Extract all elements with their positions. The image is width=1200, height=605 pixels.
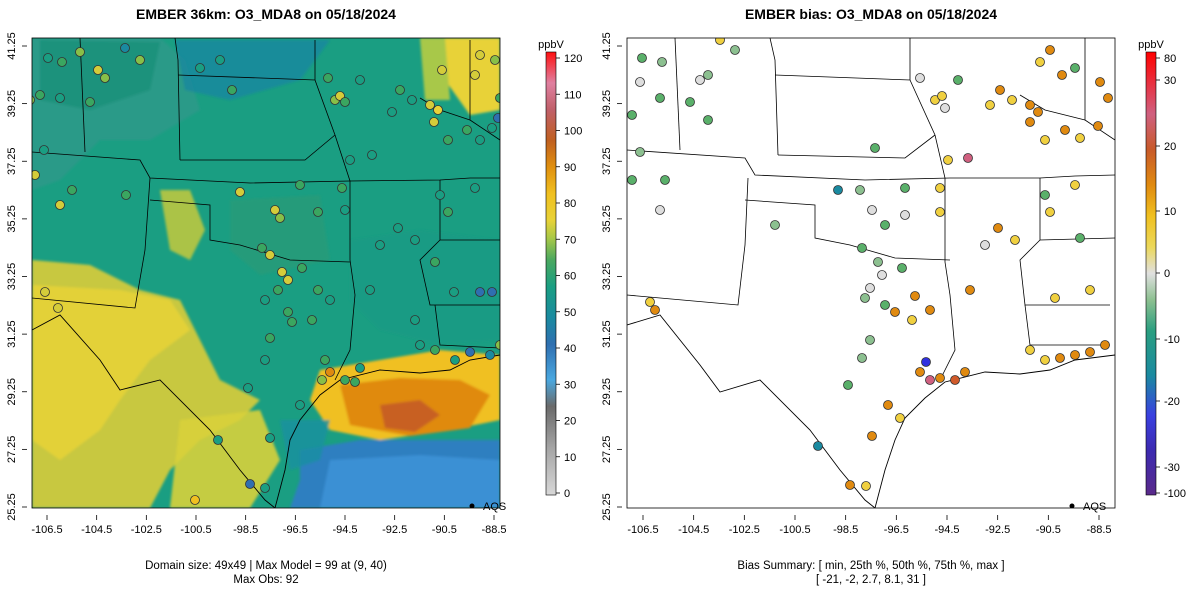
right-y-tick-label: 29.25 xyxy=(601,378,613,406)
left-x-tick-label: -94.5 xyxy=(332,524,357,536)
left-x-tick-label: -92.5 xyxy=(382,524,407,536)
left-footer-line1: Domain size: 49x49 | Max Model = 99 at (… xyxy=(145,560,387,572)
left-colorbar-tick-label: 100 xyxy=(564,126,582,138)
right-colorbar-tick-label: 30 xyxy=(1164,75,1176,87)
right-y-tick-label: 39.25 xyxy=(601,90,613,118)
right-colorbar-tick-label: -30 xyxy=(1164,462,1180,474)
left-colorbar-tick-label: 90 xyxy=(564,162,576,174)
left-colorbar-tick-label: 80 xyxy=(564,198,576,210)
left-colorbar-tick-label: 120 xyxy=(564,53,582,65)
left-aqs-legend-label: AQS xyxy=(483,501,506,513)
right-aqs-legend-marker xyxy=(1069,503,1075,508)
right-colorbar-tick-label: -100 xyxy=(1164,488,1186,500)
right-footer-line2: [ -21, -2, 2.7, 8.1, 31 ] xyxy=(816,574,926,586)
left-x-tick-label: -98.5 xyxy=(233,524,258,536)
right-aqs-legend-label: AQS xyxy=(1083,501,1106,513)
right-footer-line1: Bias Summary: [ min, 25th %, 50th %, 75t… xyxy=(737,560,1004,572)
left-y-tick-label: 39.25 xyxy=(6,90,18,118)
right-colorbar-tick-label: 0 xyxy=(1164,268,1170,280)
left-colorbar-tick-label: 30 xyxy=(564,379,576,391)
right-y-tick-label: 37.25 xyxy=(601,147,613,175)
right-y-tick-label: 35.25 xyxy=(601,205,613,233)
right-colorbar-tick-label: 10 xyxy=(1164,206,1176,218)
left-x-tick-label: -106.5 xyxy=(31,524,62,536)
left-x-tick-label: -90.5 xyxy=(432,524,457,536)
left-colorbar-tick-label: 110 xyxy=(564,89,582,101)
left-colorbar-unit: ppbV xyxy=(538,39,564,51)
right-title: EMBER bias: O3_MDA8 on 05/18/2024 xyxy=(745,6,997,22)
left-colorbar-tick-label: 70 xyxy=(564,234,576,246)
left-x-tick-label: -102.5 xyxy=(131,524,162,536)
right-x-tick-label: -106.5 xyxy=(627,524,658,536)
left-colorbar xyxy=(545,51,557,496)
right-x-tick-label: -96.5 xyxy=(884,524,909,536)
left-y-tick-label: 33.25 xyxy=(6,263,18,291)
left-x-tick-label: -100.5 xyxy=(180,524,211,536)
left-colorbar-tick-label: 10 xyxy=(564,452,576,464)
right-y-tick-label: 41.25 xyxy=(601,32,613,60)
left-y-tick-label: 31.25 xyxy=(6,320,18,348)
left-x-tick-label: -104.5 xyxy=(81,524,112,536)
right-x-tick-label: -94.5 xyxy=(934,524,959,536)
right-colorbar xyxy=(1145,51,1157,496)
left-x-tick-label: -96.5 xyxy=(283,524,308,536)
left-colorbar-tick-label: 40 xyxy=(564,343,576,355)
right-colorbar-unit: ppbV xyxy=(1138,39,1164,51)
left-colorbar-tick-label: 0 xyxy=(564,488,570,500)
right-x-axis: -106.5 -104.5 -102.5 -100.5 -98.5 -96.5 -94.5 -… xyxy=(627,515,1112,536)
left-aqs-legend-marker xyxy=(469,503,475,508)
left-y-axis: 41.25 39.25 37.25 35.25 33.25 31.25 29.25 27.25… xyxy=(6,32,27,521)
right-colorbar-ticks: 80 30 20 10 0 -10 -20 -30 -100 xyxy=(1156,53,1186,500)
right-x-tick-label: -100.5 xyxy=(779,524,810,536)
right-axes xyxy=(626,37,1116,509)
right-x-tick-label: -90.5 xyxy=(1036,524,1061,536)
left-x-axis: -106.5 -104.5 -102.5 -100.5 -98.5 -96.5 -94.5 -… xyxy=(31,515,507,536)
left-footer-line2: Max Obs: 92 xyxy=(233,574,298,586)
right-y-tick-label: 25.25 xyxy=(601,493,613,521)
right-y-axis: 41.25 39.25 37.25 35.25 33.25 31.25 29.25 27.25… xyxy=(601,32,622,521)
right-colorbar-tick-label: 20 xyxy=(1164,141,1176,153)
left-x-tick-label: -88.5 xyxy=(481,524,506,536)
left-colorbar-tick-label: 60 xyxy=(564,271,576,283)
right-x-tick-label: -88.5 xyxy=(1086,524,1111,536)
left-y-tick-label: 29.25 xyxy=(6,378,18,406)
right-y-tick-label: 31.25 xyxy=(601,320,613,348)
left-model-field xyxy=(32,38,500,508)
right-colorbar-tick-label: 80 xyxy=(1164,53,1176,65)
right-y-tick-label: 33.25 xyxy=(601,263,613,291)
right-colorbar-tick-label: -20 xyxy=(1164,396,1180,408)
left-colorbar-tick-label: 50 xyxy=(564,307,576,319)
left-colorbar-tick-label: 20 xyxy=(564,416,576,428)
left-y-tick-label: 25.25 xyxy=(6,493,18,521)
right-colorbar-tick-label: -10 xyxy=(1164,334,1180,346)
left-axes xyxy=(31,37,501,509)
left-y-tick-label: 27.25 xyxy=(6,436,18,464)
right-bias-map xyxy=(627,38,1115,508)
right-x-tick-label: -98.5 xyxy=(833,524,858,536)
right-x-tick-label: -102.5 xyxy=(729,524,760,536)
left-y-tick-label: 37.25 xyxy=(6,147,18,175)
right-y-tick-label: 27.25 xyxy=(601,436,613,464)
left-y-tick-label: 41.25 xyxy=(6,32,18,60)
left-y-tick-label: 35.25 xyxy=(6,205,18,233)
left-title: EMBER 36km: O3_MDA8 on 05/18/2024 xyxy=(136,6,396,22)
right-x-tick-label: -92.5 xyxy=(985,524,1010,536)
right-x-tick-label: -104.5 xyxy=(678,524,709,536)
